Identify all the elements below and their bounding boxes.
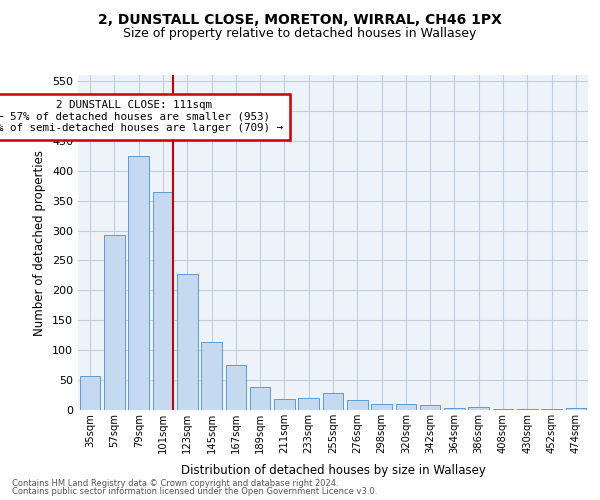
Bar bbox=[201, 342, 222, 410]
Bar bbox=[298, 398, 319, 410]
Bar bbox=[371, 404, 392, 410]
Bar bbox=[323, 392, 343, 410]
Text: Contains public sector information licensed under the Open Government Licence v3: Contains public sector information licen… bbox=[12, 487, 377, 496]
Bar bbox=[250, 388, 271, 410]
Bar bbox=[177, 274, 197, 410]
Bar bbox=[152, 192, 173, 410]
Y-axis label: Number of detached properties: Number of detached properties bbox=[34, 150, 46, 336]
Bar bbox=[104, 234, 125, 410]
X-axis label: Distribution of detached houses by size in Wallasey: Distribution of detached houses by size … bbox=[181, 464, 485, 477]
Text: Contains HM Land Registry data © Crown copyright and database right 2024.: Contains HM Land Registry data © Crown c… bbox=[12, 478, 338, 488]
Bar bbox=[566, 408, 586, 410]
Bar bbox=[80, 376, 100, 410]
Bar bbox=[226, 364, 246, 410]
Text: Size of property relative to detached houses in Wallasey: Size of property relative to detached ho… bbox=[124, 28, 476, 40]
Text: 2 DUNSTALL CLOSE: 111sqm
← 57% of detached houses are smaller (953)
42% of semi-: 2 DUNSTALL CLOSE: 111sqm ← 57% of detach… bbox=[0, 100, 283, 134]
Bar bbox=[469, 407, 489, 410]
Bar bbox=[493, 409, 514, 410]
Text: 2, DUNSTALL CLOSE, MORETON, WIRRAL, CH46 1PX: 2, DUNSTALL CLOSE, MORETON, WIRRAL, CH46… bbox=[98, 12, 502, 26]
Bar bbox=[395, 404, 416, 410]
Bar bbox=[128, 156, 149, 410]
Bar bbox=[420, 405, 440, 410]
Bar bbox=[274, 399, 295, 410]
Bar bbox=[347, 400, 368, 410]
Bar bbox=[444, 408, 465, 410]
